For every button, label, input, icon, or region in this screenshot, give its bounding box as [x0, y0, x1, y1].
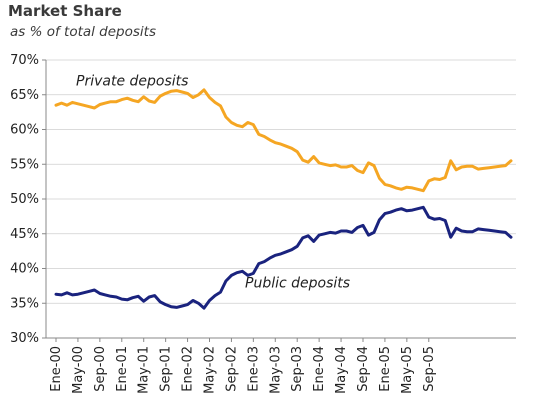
y-tick-label: 50%	[10, 192, 39, 207]
series-labels: Private deposits Public deposits	[76, 74, 350, 292]
y-tick-label: 40%	[10, 262, 39, 277]
y-tick-label: 35%	[10, 296, 39, 311]
x-tick-label: Ene-05	[378, 346, 393, 392]
series-label-private-deposits: Private deposits	[76, 74, 188, 90]
y-tick-label: 45%	[10, 227, 39, 242]
x-tick-label: Sep-02	[224, 346, 239, 392]
y-tick-label: 65%	[10, 88, 39, 103]
axes	[42, 59, 516, 342]
series-line-private-deposits	[54, 88, 513, 193]
x-tick-label: May-05	[400, 346, 415, 394]
x-tick-label: Sep-00	[93, 346, 108, 392]
x-tick-label: May-02	[202, 346, 217, 394]
series-line-public-deposits	[54, 205, 513, 310]
x-tick-label: Sep-01	[159, 346, 174, 392]
x-tick-label: Sep-04	[356, 346, 371, 392]
x-tick-label: May-00	[71, 346, 86, 394]
series-label-public-deposits: Public deposits	[245, 275, 350, 291]
y-tick-label: 30%	[10, 331, 39, 346]
x-tick-label: May-03	[268, 346, 283, 394]
chart-subtitle: as % of total deposits	[10, 24, 156, 40]
x-tick-label: Sep-03	[290, 346, 305, 392]
series-lines	[54, 88, 513, 310]
x-tick-label: Sep-05	[422, 346, 437, 392]
x-tick-label: Ene-01	[115, 346, 130, 392]
y-tick-label: 70%	[10, 53, 39, 68]
x-tick-label: May-04	[334, 346, 349, 394]
x-tick-label: Ene-03	[246, 346, 261, 392]
x-tick-label: May-01	[137, 346, 152, 394]
x-axis-ticks: Ene-00 May-00 Sep-00 Ene-01 May-01 Sep-01 Ene-…	[49, 346, 437, 394]
x-tick-label: Ene-00	[49, 346, 64, 392]
x-tick-label: Ene-02	[181, 346, 196, 392]
y-axis-ticks: 30% 35% 40% 45% 50% 55% 60% 65% 70%	[10, 53, 39, 346]
y-tick-label: 55%	[10, 157, 39, 172]
y-tick-label: 60%	[10, 123, 39, 138]
x-tick-label: Ene-04	[312, 346, 327, 392]
chart-title: Market Share	[8, 2, 122, 20]
